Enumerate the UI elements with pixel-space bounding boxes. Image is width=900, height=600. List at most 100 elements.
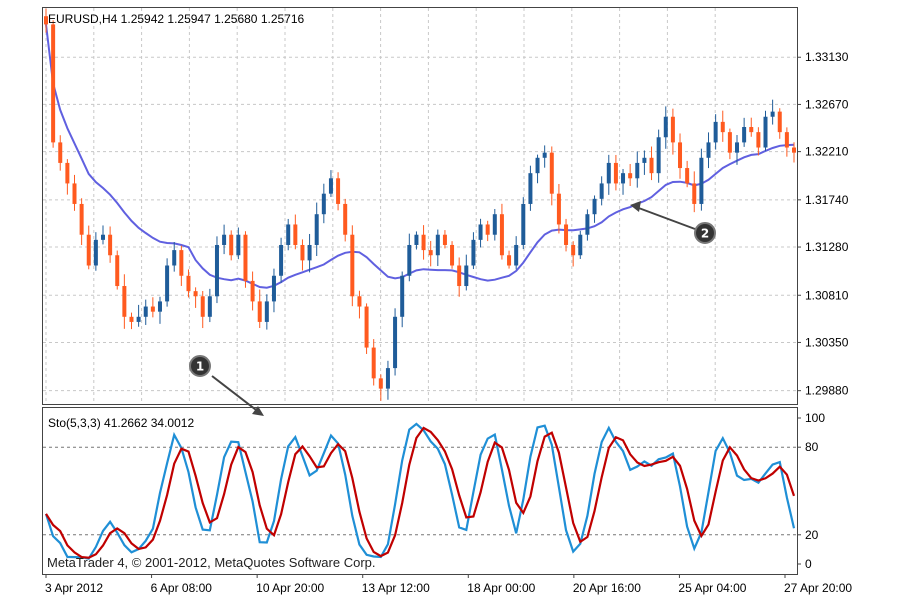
- time-tick-label: 18 Apr 00:00: [467, 581, 535, 595]
- bear-candle: [507, 255, 512, 266]
- bull-candle: [93, 239, 98, 266]
- bull-candle: [314, 214, 319, 245]
- bear-candle: [720, 121, 725, 133]
- bull-candle: [535, 157, 540, 174]
- bull-candle: [385, 368, 390, 389]
- bear-candle: [364, 306, 369, 348]
- bear-candle: [564, 224, 569, 245]
- stochastic-signal-line: [45, 426, 796, 559]
- price-tick-label: 1.32210: [805, 145, 849, 159]
- stochastic-tick-label: 80: [805, 440, 819, 454]
- bear-candle: [571, 244, 576, 256]
- bull-candle: [606, 162, 611, 184]
- bear-candle: [293, 224, 298, 245]
- time-tick-label: 3 Apr 2012: [45, 581, 103, 595]
- bull-candle: [656, 137, 661, 174]
- bull-candle: [321, 193, 326, 215]
- bear-candle: [250, 280, 255, 302]
- bull-candle: [592, 198, 597, 215]
- bear-candle: [613, 162, 618, 184]
- bear-candle: [200, 296, 205, 317]
- bear-candle: [343, 203, 348, 235]
- price-axis: 1.33130 1.32670 1.32210 1.31740 1.31280 1.308…: [797, 50, 849, 398]
- bull-candle: [478, 224, 483, 240]
- price-tick-label: 1.30350: [805, 335, 849, 349]
- bear-candle: [58, 142, 63, 163]
- bull-candle: [663, 116, 668, 138]
- stochastic-tick-label: 100: [805, 411, 825, 425]
- marker-1-label: 1: [196, 360, 204, 374]
- bull-candle: [143, 306, 148, 317]
- bear-candle: [186, 275, 191, 292]
- bear-candle: [257, 301, 262, 322]
- bull-candle: [528, 173, 533, 204]
- bull-candle: [328, 178, 333, 194]
- bear-candle: [378, 378, 383, 389]
- price-pane[interactable]: 1.33130 1.32670 1.32210 1.31740 1.31280 1.308…: [42, 7, 849, 405]
- bear-candle: [692, 183, 697, 204]
- bear-candle: [485, 224, 490, 235]
- bull-candle: [464, 265, 469, 287]
- bull-candle: [713, 121, 718, 143]
- bull-candle: [635, 162, 640, 179]
- bear-candle: [670, 116, 675, 143]
- time-tick-label: 27 Apr 20:00: [784, 581, 852, 595]
- bull-candle: [264, 301, 269, 322]
- price-tick-label: 1.30810: [805, 288, 849, 302]
- bear-candle: [450, 244, 455, 266]
- time-axis: 3 Apr 2012 6 Apr 08:00 10 Apr 20:00 13 Apr …: [45, 574, 852, 595]
- bull-candle: [599, 183, 604, 199]
- bear-candle: [685, 168, 690, 184]
- bull-candle: [286, 224, 291, 245]
- bull-candle: [157, 301, 162, 312]
- bull-candle: [492, 214, 497, 235]
- copyright-text: MetaTrader 4, © 2001-2012, MetaQuotes So…: [47, 555, 376, 570]
- bear-candle: [749, 127, 754, 133]
- bear-candle: [792, 147, 796, 153]
- bull-candle: [207, 296, 212, 317]
- bear-candle: [51, 24, 56, 143]
- bear-candle: [350, 234, 355, 297]
- bear-candle: [649, 157, 654, 174]
- bull-candle: [407, 244, 412, 276]
- bull-candle: [165, 265, 170, 302]
- bear-candle: [300, 244, 305, 261]
- bull-candle: [578, 234, 583, 256]
- bull-candle: [521, 203, 526, 245]
- bull-candle: [393, 316, 398, 369]
- moving-average-line: [45, 24, 795, 289]
- bear-candle: [457, 265, 462, 287]
- stochastic-main-line: [44, 422, 796, 560]
- bull-candle: [742, 127, 747, 143]
- bear-candle: [678, 142, 683, 169]
- stochastic-tick-label: 0: [805, 557, 812, 571]
- bear-candle: [129, 316, 134, 322]
- time-tick-label: 20 Apr 16:00: [573, 581, 641, 595]
- bear-candle: [243, 234, 248, 281]
- bull-candle: [471, 239, 476, 266]
- bear-candle: [108, 234, 113, 256]
- bull-candle: [236, 234, 241, 256]
- bear-candle: [150, 306, 155, 312]
- bear-candle: [115, 255, 120, 287]
- bear-candle: [122, 286, 127, 317]
- marker-2-circle: [694, 222, 716, 244]
- bull-candle: [642, 157, 647, 163]
- marker-1-circle: [189, 355, 211, 377]
- bear-candle: [44, 16, 48, 25]
- bull-candle: [585, 214, 590, 235]
- bull-candle: [222, 234, 227, 245]
- stochastic-tick-label: 20: [805, 528, 819, 542]
- bear-candle: [428, 250, 433, 256]
- stochastic-pane[interactable]: 100 80 20 0 Sto(5,3,3) 41.2662 34.0012 Meta…: [42, 407, 826, 575]
- bull-candle: [542, 152, 547, 158]
- price-tick-label: 1.33130: [805, 50, 849, 64]
- marker-2-label: 2: [701, 227, 709, 241]
- bull-candle: [271, 275, 276, 302]
- bear-candle: [499, 214, 504, 256]
- bull-candle: [214, 244, 219, 297]
- price-tick-label: 1.29880: [805, 384, 849, 398]
- bull-candle: [307, 244, 312, 261]
- bull-candle: [414, 234, 419, 245]
